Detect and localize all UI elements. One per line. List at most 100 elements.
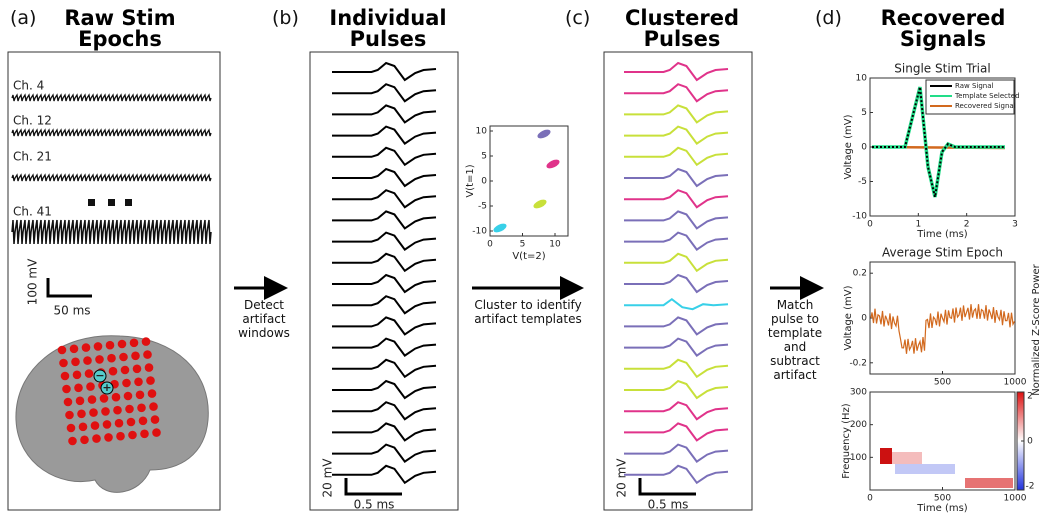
plot-title: Average Stim Epoch xyxy=(882,246,1003,260)
pulse-trace xyxy=(624,443,729,463)
y-tick-label: 0 xyxy=(861,314,867,324)
y-axis-label: Voltage (mV) xyxy=(843,114,854,179)
axes-box xyxy=(869,391,1016,491)
channel-label: Ch. 41 xyxy=(13,205,52,219)
pulse-trace xyxy=(624,401,729,421)
pulse-trace xyxy=(624,210,729,230)
pulse-trace xyxy=(332,316,437,336)
electrode xyxy=(129,338,139,348)
raw-trace xyxy=(11,128,212,137)
electrode xyxy=(111,392,121,402)
power-blue xyxy=(895,464,955,474)
electrode xyxy=(152,428,161,437)
pulse-trace xyxy=(332,61,437,82)
pulse-trace xyxy=(332,464,437,485)
pulse-trace xyxy=(332,125,437,145)
pulse-trace xyxy=(624,358,729,379)
x-tick-label: 500 xyxy=(934,494,951,504)
electrode xyxy=(107,353,116,363)
pulse-trace xyxy=(624,189,729,209)
electrode xyxy=(95,355,104,364)
electrode xyxy=(93,342,103,351)
x-tick-label: 2 xyxy=(964,220,970,230)
electrode xyxy=(62,384,71,394)
colorbar-tick-label: 2 xyxy=(1027,392,1033,402)
panel-label: (d) xyxy=(815,7,842,29)
power-red xyxy=(892,452,922,464)
panel-title: Recovered Signals xyxy=(880,6,1006,51)
pulse-trace xyxy=(332,295,437,315)
svg-text:+: + xyxy=(102,381,111,394)
epoch-trace xyxy=(870,304,1016,354)
y-tick-label: 10 xyxy=(476,127,488,137)
electrode xyxy=(147,389,157,398)
y-tick-label: 0 xyxy=(861,143,867,153)
electrode xyxy=(120,365,130,375)
x-tick-label: 0 xyxy=(487,240,493,250)
scale-label: 100 mV xyxy=(26,258,40,305)
electrode xyxy=(114,418,124,428)
electrode xyxy=(102,420,112,429)
x-tick-label: 500 xyxy=(934,378,951,388)
electrode xyxy=(84,369,94,378)
pulse-trace xyxy=(624,297,729,311)
pulse-trace xyxy=(332,210,437,230)
pulse-trace xyxy=(624,167,729,188)
colorbar-tick-label: 0 xyxy=(1027,437,1033,447)
panel-label: (b) xyxy=(272,7,299,29)
panel-title: Clustered Pulses xyxy=(625,6,739,51)
electrode xyxy=(83,356,92,365)
pulse-trace xyxy=(332,379,437,400)
electrode xyxy=(89,408,98,417)
x-tick-label: 1 xyxy=(915,220,921,230)
electrode xyxy=(117,339,127,349)
pulse-trace xyxy=(624,464,729,485)
electrode xyxy=(81,343,91,352)
svg-text:−: − xyxy=(95,369,104,382)
x-tick-label: 5 xyxy=(520,240,526,250)
scale-label: 20 mV xyxy=(615,458,629,498)
scale-bars xyxy=(46,278,696,496)
power-red xyxy=(880,448,892,464)
pulse-trace xyxy=(624,61,729,82)
electrode xyxy=(75,396,85,406)
x-tick-label: 0 xyxy=(867,494,873,504)
electrode xyxy=(138,416,148,426)
electrode xyxy=(77,409,86,419)
electrode xyxy=(92,434,101,443)
electrode xyxy=(119,352,128,362)
electrode xyxy=(74,383,83,393)
panel-title: Individual Pulses xyxy=(329,6,447,51)
y-tick-label: 300 xyxy=(850,388,867,398)
electrode xyxy=(66,423,76,433)
pulse-trace xyxy=(332,401,437,421)
electrode xyxy=(137,403,146,413)
pulse-trace xyxy=(332,443,437,463)
power-red xyxy=(965,478,1013,488)
raw-trace xyxy=(11,219,212,245)
channel-label: Ch. 21 xyxy=(13,150,52,164)
x-tick-label: 0 xyxy=(867,220,873,230)
legend-label: Raw Signal xyxy=(955,82,994,90)
electrode xyxy=(135,390,145,400)
channel-label: Ch. 4 xyxy=(13,79,44,93)
electrode xyxy=(116,431,125,441)
x-tick-label: 10 xyxy=(549,240,561,250)
scale-label: 0.5 ms xyxy=(648,498,689,512)
x-axis-label: V(t=2) xyxy=(512,251,545,262)
electrode xyxy=(149,402,158,411)
y-tick-label: 0 xyxy=(481,177,487,187)
scale-label: 20 mV xyxy=(321,458,335,498)
scale-label: 50 ms xyxy=(53,304,90,318)
electrode xyxy=(108,366,118,376)
y-tick-label: -10 xyxy=(472,227,487,237)
pulse-trace xyxy=(624,83,729,103)
brain: − + xyxy=(15,335,209,493)
pulse-trace xyxy=(332,422,437,442)
pulse-trace xyxy=(332,146,437,167)
pulse-trace xyxy=(624,273,729,294)
electrode xyxy=(101,407,110,416)
x-tick-label: 3 xyxy=(1012,220,1018,230)
x-axis-label: Time (ms) xyxy=(916,503,968,514)
